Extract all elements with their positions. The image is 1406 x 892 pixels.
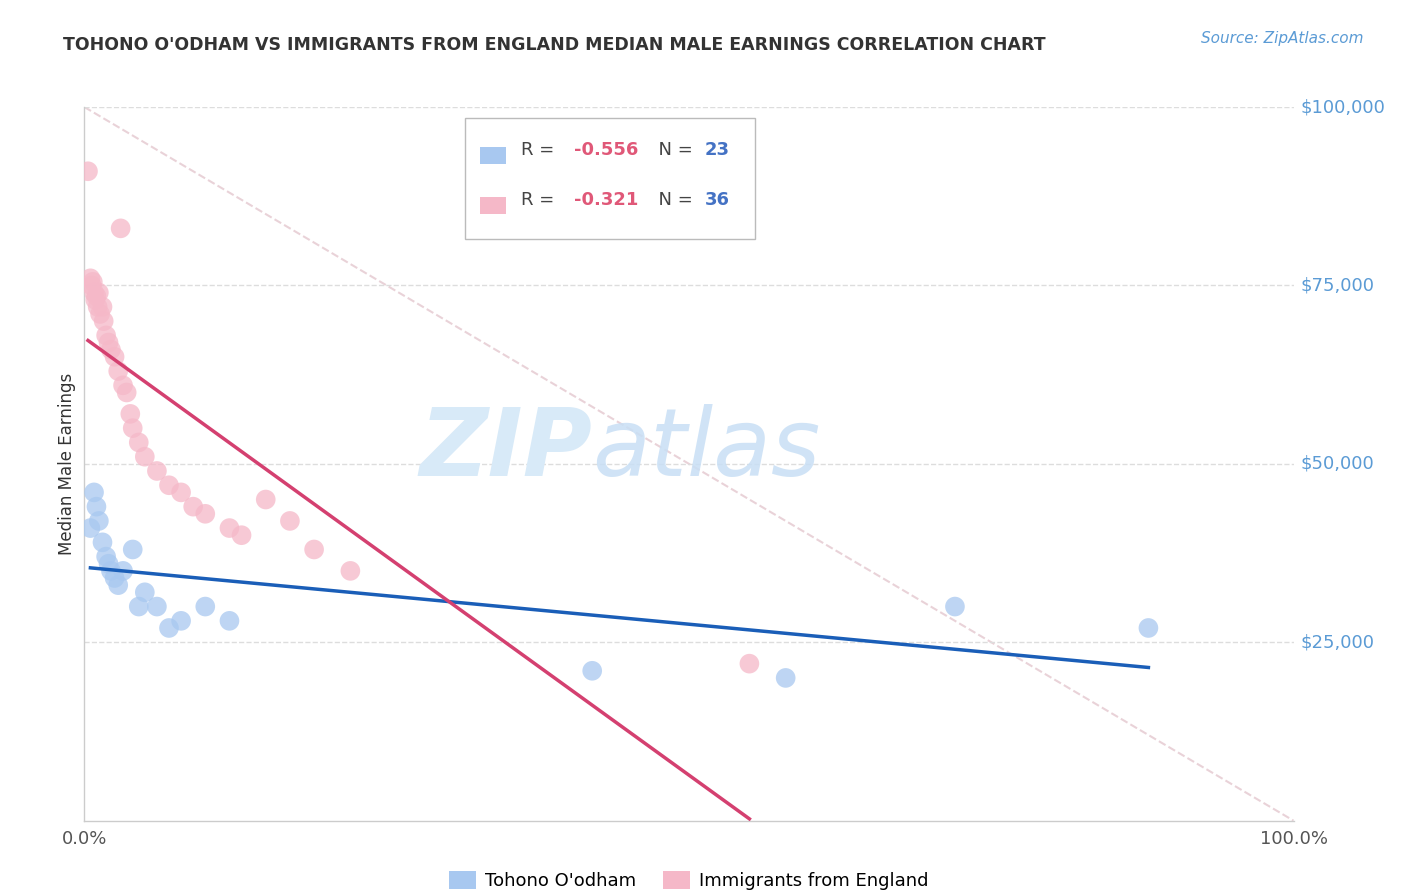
Point <box>110 221 132 235</box>
Point <box>100 564 122 578</box>
Text: ZIP: ZIP <box>419 403 592 496</box>
Text: R =: R = <box>520 191 560 209</box>
Text: -0.321: -0.321 <box>574 191 638 209</box>
Point <box>104 571 127 585</box>
Text: $50,000: $50,000 <box>1301 455 1374 473</box>
Point <box>943 599 966 614</box>
Point <box>87 285 110 300</box>
Point <box>738 657 761 671</box>
Point <box>100 343 122 357</box>
Point <box>302 542 325 557</box>
Text: N =: N = <box>647 191 699 209</box>
Point <box>146 599 169 614</box>
Point <box>79 271 101 285</box>
Point <box>128 435 150 450</box>
Point <box>218 614 240 628</box>
Point <box>231 528 253 542</box>
Point <box>170 614 193 628</box>
Text: $75,000: $75,000 <box>1301 277 1375 294</box>
Text: atlas: atlas <box>592 404 821 495</box>
Text: R =: R = <box>520 141 560 159</box>
Text: $25,000: $25,000 <box>1301 633 1375 651</box>
Point <box>86 500 108 514</box>
Legend: Tohono O'odham, Immigrants from England: Tohono O'odham, Immigrants from England <box>441 863 936 892</box>
FancyBboxPatch shape <box>479 197 506 214</box>
Point <box>93 314 115 328</box>
Point <box>83 285 105 300</box>
Point <box>278 514 301 528</box>
Text: $100,000: $100,000 <box>1301 98 1385 116</box>
Point <box>79 521 101 535</box>
Point <box>83 485 105 500</box>
Point <box>97 557 120 571</box>
Point <box>254 492 277 507</box>
Point <box>218 521 240 535</box>
Point <box>87 514 110 528</box>
Point <box>80 278 103 293</box>
Point <box>128 599 150 614</box>
Point <box>86 289 108 303</box>
Point <box>104 350 127 364</box>
Point <box>775 671 797 685</box>
Point <box>157 478 180 492</box>
Point <box>91 535 114 549</box>
Text: -0.556: -0.556 <box>574 141 638 159</box>
Point <box>107 364 129 378</box>
Text: 23: 23 <box>704 141 730 159</box>
Point <box>170 485 193 500</box>
Point <box>121 421 143 435</box>
Point <box>581 664 603 678</box>
Point <box>112 564 135 578</box>
Point <box>112 378 135 392</box>
Point <box>97 335 120 350</box>
FancyBboxPatch shape <box>479 147 506 164</box>
Text: Source: ZipAtlas.com: Source: ZipAtlas.com <box>1201 31 1364 46</box>
Y-axis label: Median Male Earnings: Median Male Earnings <box>58 373 76 555</box>
Point <box>82 275 104 289</box>
Point <box>134 585 156 599</box>
Point <box>181 500 204 514</box>
Point <box>89 307 111 321</box>
Point <box>194 507 217 521</box>
Point <box>134 450 156 464</box>
FancyBboxPatch shape <box>465 118 755 239</box>
Point <box>121 542 143 557</box>
Point <box>86 300 108 314</box>
Text: TOHONO O'ODHAM VS IMMIGRANTS FROM ENGLAND MEDIAN MALE EARNINGS CORRELATION CHART: TOHONO O'ODHAM VS IMMIGRANTS FROM ENGLAN… <box>63 36 1046 54</box>
Point <box>77 164 100 178</box>
Point <box>120 407 142 421</box>
Point <box>146 464 169 478</box>
Point <box>94 328 117 343</box>
Point <box>339 564 361 578</box>
Point <box>194 599 217 614</box>
Point <box>107 578 129 592</box>
Point <box>1137 621 1160 635</box>
Point <box>157 621 180 635</box>
Point <box>91 300 114 314</box>
Text: 36: 36 <box>704 191 730 209</box>
Point <box>115 385 138 400</box>
Point <box>94 549 117 564</box>
Text: N =: N = <box>647 141 699 159</box>
Point <box>84 293 107 307</box>
